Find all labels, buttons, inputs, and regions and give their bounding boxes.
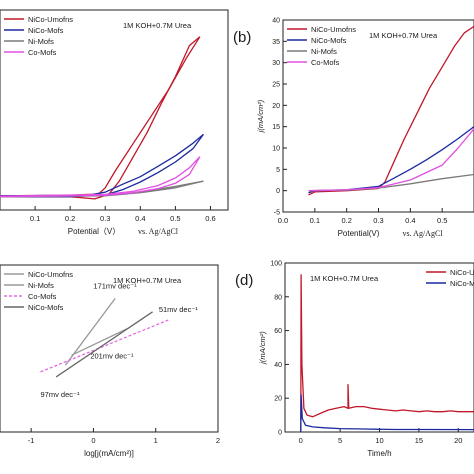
y-tick-label: 40 [272, 18, 280, 25]
tafel-slope-label: 97mv dec⁻¹ [40, 390, 79, 399]
y-axis-label: j(mA/cm²) [258, 331, 267, 365]
x-tick-label: 0.6 [205, 214, 215, 223]
legend-label: NiCo-Umofns [311, 25, 356, 34]
x-tick-label: 0.1 [310, 216, 320, 225]
series-line-co-mofs [308, 128, 474, 192]
series-group [40, 298, 169, 378]
x-tick-label: 0.5 [170, 214, 180, 223]
condition-annotation: 1M KOH+0.7M Urea [310, 274, 379, 283]
x-tick-label: 0.2 [65, 214, 75, 223]
tafel-slope-label: 51mv dec⁻¹ [159, 305, 198, 314]
y-tick-label: 20 [272, 103, 280, 110]
series-line-nico-umo [300, 274, 474, 432]
y-tick-label: 15 [272, 124, 280, 131]
y-tick-label: -5 [274, 210, 280, 217]
series-group [308, 25, 474, 196]
panel-label: (b) [233, 29, 251, 46]
legend-label: NiCo-Mo [450, 279, 474, 288]
tafel-slope-label: 201mv dec⁻¹ [90, 352, 134, 361]
x-axis-reference: vs. Ag/AgCl [403, 229, 444, 238]
y-tick-label: 5 [276, 167, 280, 174]
legend-label: Co-Mofs [28, 48, 57, 57]
tafel-slope-label: 171mv dec⁻¹ [93, 281, 137, 290]
x-tick-label: 10 [375, 436, 383, 445]
plot-frame [284, 262, 474, 433]
panel-c: -1 0 1 2 log[j(mA/cm²)] NiCo-Umofns Ni-Mofs Co-… [0, 264, 220, 458]
plot-frame [0, 9, 229, 211]
x-axis-reference: vs. Ag/AgCl [138, 227, 179, 236]
x-tick-label: 0.3 [373, 216, 383, 225]
panel-b: 0.0 0.1 0.2 0.3 0.4 0.5 -5 0 5 10 15 20 25 30 35 40 Pote… [233, 18, 474, 238]
panel-a: 0.1 0.2 0.3 0.4 0.5 0.6 Potential（V） vs. Ag/AgC… [0, 9, 229, 236]
y-tick-label: 80 [274, 294, 282, 301]
x-tick-label: 0.3 [100, 214, 110, 223]
series-group [300, 274, 474, 432]
y-axis-label: j(mA/cm²) [256, 99, 265, 133]
legend-label: Ni-Mofs [311, 47, 337, 56]
panel-label: (d) [235, 272, 253, 289]
y-tick-label: 20 [274, 396, 282, 403]
plot-frame [0, 264, 219, 433]
y-tick-label: 0 [278, 430, 282, 437]
condition-annotation: 1M KOH+0.7M Urea [123, 21, 192, 30]
legend-label: NiCo-Umofns [28, 15, 73, 24]
series-line-nico-umofns [0, 36, 201, 197]
x-tick-label: 0.2 [341, 216, 351, 225]
y-tick-label: 40 [274, 362, 282, 369]
series-line-co-mofs [0, 156, 201, 198]
y-tick-label: 25 [272, 82, 280, 89]
series-line-nico-mo [300, 394, 474, 432]
y-tick-label: 35 [272, 39, 280, 46]
x-tick-label: -1 [28, 436, 35, 445]
x-tick-label: 5 [338, 436, 342, 445]
x-tick-label: 1 [154, 436, 158, 445]
x-tick-label: 2 [216, 436, 220, 445]
legend-label: NiCo-Umofns [28, 270, 73, 279]
x-tick-label: 0.1 [30, 214, 40, 223]
x-tick-label: 20 [454, 436, 462, 445]
series-line-nico-umofns [0, 36, 201, 200]
y-tick-label: 30 [272, 60, 280, 67]
series-line-nico-mofs [55, 311, 153, 378]
panel-d: 0 5 10 15 20 0 20 40 60 80 100 Time/h j(mA/cm²) (d) Ni… [235, 261, 474, 458]
x-tick-label: 0.0 [278, 216, 288, 225]
x-tick-label: 15 [415, 436, 423, 445]
series-line-nico-mofs [308, 126, 474, 194]
y-tick-label: 60 [274, 328, 282, 335]
x-axis-label: Time/h [367, 449, 391, 458]
x-tick-label: 0 [299, 436, 303, 445]
legend-label: Co-Mofs [311, 58, 340, 67]
series-line-co-mofs [40, 319, 169, 373]
x-axis-label: log[j(mA/cm²)] [84, 449, 134, 458]
series-line-ni-mofs [308, 173, 474, 192]
condition-annotation: 1M KOH+0.7M Urea [113, 276, 182, 285]
series-line-co-mofs [0, 156, 201, 197]
series-line-ni-mofs [71, 327, 128, 356]
legend-label: Ni-Mofs [28, 281, 54, 290]
x-axis-label: Potential（V） [68, 227, 120, 236]
legend-label: Co-Mofs [28, 292, 57, 301]
y-tick-label: 100 [270, 261, 282, 268]
y-tick-label: 10 [272, 146, 280, 153]
y-tick-label: 0 [276, 188, 280, 195]
legend-label: NiCo-Umo [450, 268, 474, 277]
legend-label: NiCo-Mofs [311, 36, 347, 45]
legend-label: Ni-Mofs [28, 37, 54, 46]
x-tick-label: 0.4 [135, 214, 145, 223]
x-axis-label: Potential(V) [338, 229, 380, 238]
series-group [0, 36, 204, 200]
legend-label: NiCo-Mofs [28, 26, 64, 35]
legend-label: NiCo-Mofs [28, 303, 64, 312]
condition-annotation: 1M KOH+0.7M Urea [369, 31, 438, 40]
x-tick-label: 0 [91, 436, 95, 445]
x-tick-label: 0.4 [405, 216, 415, 225]
x-tick-label: 0.5 [437, 216, 447, 225]
